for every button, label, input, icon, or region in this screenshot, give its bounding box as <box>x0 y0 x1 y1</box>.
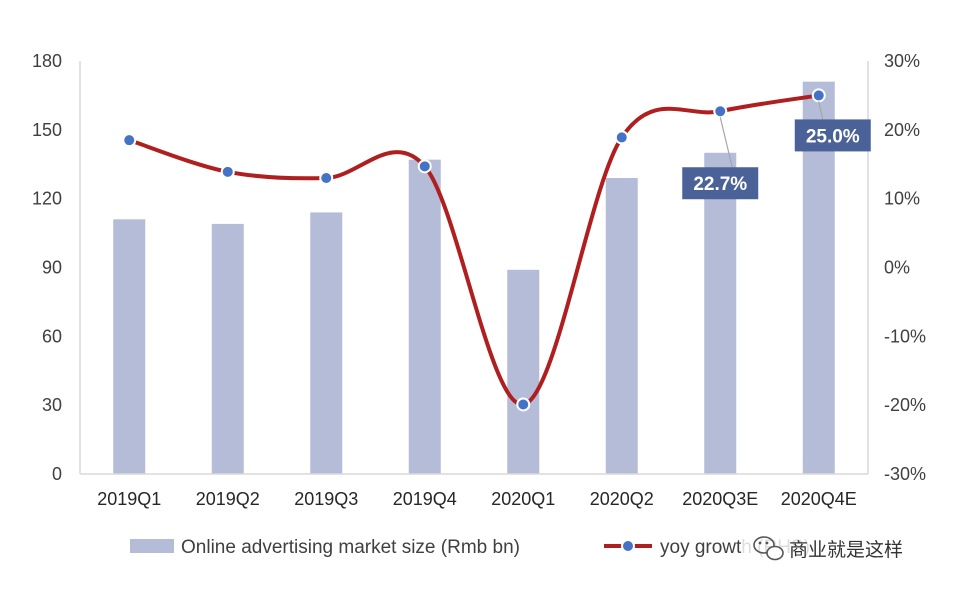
yoy-point-2020Q2 <box>614 130 629 145</box>
watermark: 商业就是这样 <box>742 530 950 566</box>
right-tick-label: 20% <box>884 120 920 140</box>
left-tick-label: 30 <box>42 395 62 415</box>
right-tick-label: -20% <box>884 395 926 415</box>
yoy-point-2020Q4E <box>811 88 826 103</box>
category-label: 2020Q2 <box>590 489 654 509</box>
callout-leader <box>719 117 733 168</box>
category-label: 2019Q1 <box>97 489 161 509</box>
yoy-growth-line <box>127 93 821 407</box>
left-tick-label: 120 <box>32 189 62 209</box>
legend-swatch-marker <box>621 539 635 553</box>
callout-label: 25.0% <box>806 126 860 147</box>
bar-2019Q2 <box>211 223 244 474</box>
category-label: 2020Q1 <box>491 489 555 509</box>
right-tick-label: 10% <box>884 189 920 209</box>
callout-box <box>682 167 759 200</box>
bars-layer <box>113 81 835 475</box>
axes-layer: 0 30 60 90 120 150 180 -30% -20% -10% 0% 10% 20% 30% 2… <box>32 51 926 509</box>
right-tick-label: 30% <box>884 51 920 71</box>
callout-label: 22.7% <box>693 174 747 195</box>
left-tick-label: 60 <box>42 326 62 346</box>
category-label: 2019Q4 <box>393 489 457 509</box>
watermark-text: 商业就是这样 <box>789 539 903 561</box>
callout-box <box>794 119 871 152</box>
legend: Online advertising market size (Rmb bn) y… <box>130 537 810 558</box>
category-label: 2020Q3E <box>682 489 758 509</box>
line-layer <box>122 88 826 412</box>
callout-layer: 22.7% 25.0% <box>682 101 871 200</box>
yoy-point-2020Q1 <box>516 397 531 412</box>
category-label: 2019Q3 <box>294 489 358 509</box>
yoy-point-2019Q1 <box>122 133 137 148</box>
left-tick-label: 0 <box>52 464 62 484</box>
wechat-icon <box>753 536 784 561</box>
bar-2019Q3 <box>310 212 343 474</box>
legend-label-bar: Online advertising market size (Rmb bn) <box>181 537 520 558</box>
right-tick-label: -30% <box>884 464 926 484</box>
right-tick-label: -10% <box>884 326 926 346</box>
bar-2019Q4 <box>408 159 441 474</box>
callout-leader <box>818 101 824 120</box>
left-tick-label: 180 <box>32 51 62 71</box>
category-label: 2019Q2 <box>196 489 260 509</box>
category-label: 2020Q4E <box>781 489 857 509</box>
bar-2020Q1 <box>507 269 540 474</box>
yoy-point-2019Q3 <box>319 171 334 186</box>
left-tick-label: 90 <box>42 258 62 278</box>
bar-2020Q2 <box>605 178 638 474</box>
bar-2020Q3E <box>704 152 737 474</box>
right-tick-label: 0% <box>884 258 910 278</box>
yoy-point-2019Q2 <box>220 164 235 179</box>
left-tick-label: 150 <box>32 120 62 140</box>
yoy-point-2019Q4 <box>417 159 432 174</box>
bar-2019Q1 <box>113 219 146 474</box>
legend-swatch-bar <box>130 539 174 553</box>
yoy-point-2020Q3E <box>713 104 728 119</box>
watermark-backdrop <box>742 530 950 566</box>
